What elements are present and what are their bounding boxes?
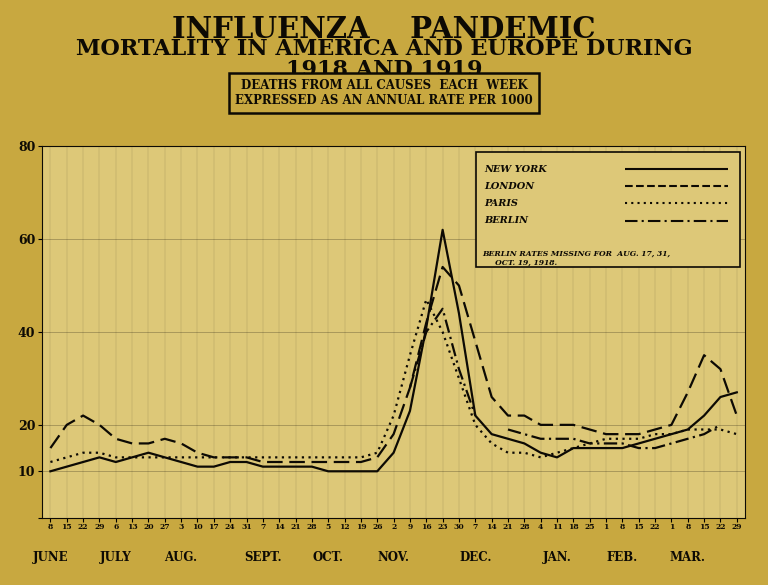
- Text: NEW YORK: NEW YORK: [484, 164, 547, 174]
- Text: BERLIN: BERLIN: [484, 216, 528, 225]
- Text: DEATHS FROM ALL CAUSES  EACH  WEEK
EXPRESSED AS AN ANNUAL RATE PER 1000: DEATHS FROM ALL CAUSES EACH WEEK EXPRESS…: [235, 79, 533, 107]
- Text: 1918 AND 1919: 1918 AND 1919: [286, 58, 482, 81]
- Text: MORTALITY IN AMERICA AND EUROPE DURING: MORTALITY IN AMERICA AND EUROPE DURING: [76, 38, 692, 60]
- Text: BERLIN RATES MISSING FOR  AUG. 17, 31,
     OCT. 19, 1918.: BERLIN RATES MISSING FOR AUG. 17, 31, OC…: [482, 250, 670, 267]
- Text: INFLUENZA    PANDEMIC: INFLUENZA PANDEMIC: [172, 15, 596, 44]
- Text: PARIS: PARIS: [484, 199, 518, 208]
- Text: LONDON: LONDON: [484, 182, 535, 191]
